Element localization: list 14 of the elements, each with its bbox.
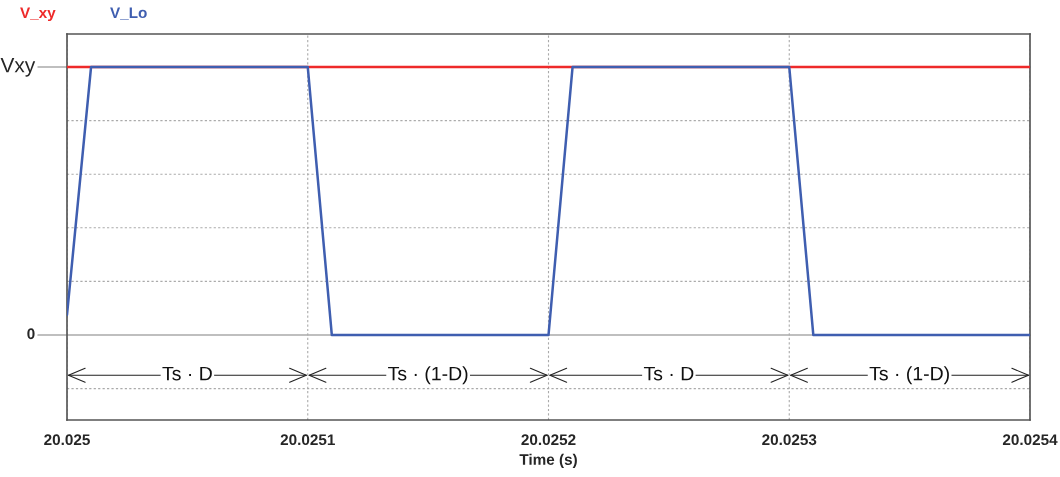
x-tick-label: 20.0252 (521, 434, 576, 446)
text: V_xy (20, 7, 56, 22)
text: Ts · (1-D) (869, 366, 949, 385)
text: V_Lo (110, 7, 147, 20)
text: Ts · (1-D) (388, 366, 468, 385)
x-tick-label: 20.0253 (762, 434, 817, 446)
ref-line-label: 0 (27, 328, 35, 340)
x-tick-label: 20.0251 (280, 434, 335, 446)
ref-line-label: Vxy (0, 58, 36, 77)
x-tick-label: 20.025 (44, 434, 90, 446)
text: Ts · D (162, 366, 212, 381)
x-tick-label: 20.0254 (1002, 434, 1058, 446)
x-axis-title: Time (s) (519, 453, 577, 468)
text: Ts · D (643, 366, 694, 381)
